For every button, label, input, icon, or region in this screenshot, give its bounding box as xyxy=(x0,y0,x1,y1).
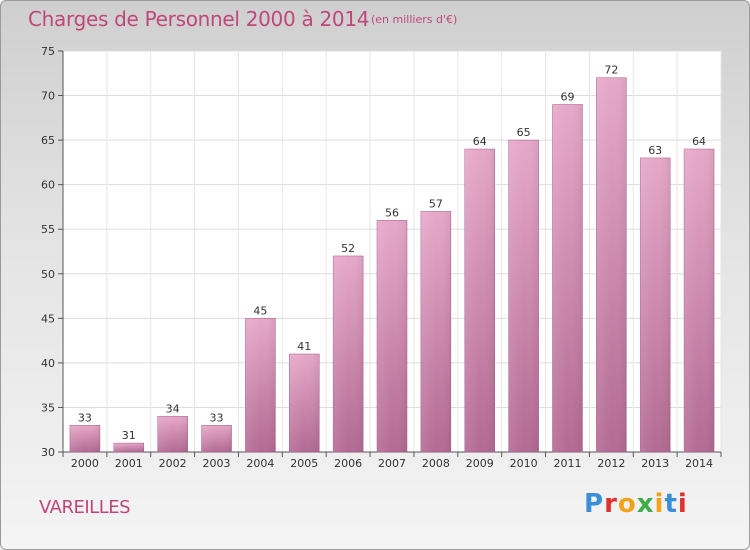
x-tick-label: 2011 xyxy=(553,457,581,470)
bar-value-label: 65 xyxy=(517,126,531,139)
logo-letter: o xyxy=(617,489,637,519)
bar-shading xyxy=(201,425,232,452)
bar-shading xyxy=(596,77,627,452)
bar-shading xyxy=(69,425,100,452)
proxiti-logo: Proxiti xyxy=(584,489,688,519)
y-tick-label: 65 xyxy=(41,134,55,147)
bar-value-label: 63 xyxy=(648,144,662,157)
x-tick-label: 2014 xyxy=(685,457,713,470)
y-tick-label: 70 xyxy=(41,90,55,103)
y-tick-label: 55 xyxy=(41,223,55,236)
bar-value-label: 64 xyxy=(692,135,706,148)
chart-subtitle: (en milliers d'€) xyxy=(371,13,458,26)
logo-letter: i xyxy=(654,489,665,519)
x-tick-label: 2004 xyxy=(246,457,274,470)
y-tick-label: 75 xyxy=(41,45,55,58)
bar-value-label: 57 xyxy=(429,197,443,210)
x-tick-label: 2008 xyxy=(422,457,450,470)
y-tick-label: 60 xyxy=(41,179,55,192)
x-tick-label: 2001 xyxy=(115,457,143,470)
logo-letter: i xyxy=(677,489,688,519)
bar-shading xyxy=(640,157,671,452)
bar-value-label: 33 xyxy=(78,411,92,424)
y-tick-label: 50 xyxy=(41,268,55,281)
x-tick-label: 2003 xyxy=(203,457,231,470)
bar-shading xyxy=(245,318,276,452)
y-tick-label: 45 xyxy=(41,312,55,325)
bar-shading xyxy=(377,220,407,452)
bar-value-label: 52 xyxy=(341,242,355,255)
chart-title: Charges de Personnel 2000 à 2014 xyxy=(28,7,370,31)
x-tick-label: 2007 xyxy=(378,457,406,470)
y-tick-labels: 30 35 40 45 50 55 60 65 70 75 xyxy=(41,45,55,459)
bars xyxy=(69,77,715,453)
y-tick-label: 30 xyxy=(41,446,55,459)
data-labels: 33 31 34 33 45 41 52 56 57 64 65 69 72 63 64 xyxy=(78,64,706,442)
commune-name: VAREILLES xyxy=(39,497,131,518)
logo-letter: r xyxy=(604,489,618,519)
y-tick-label: 40 xyxy=(41,357,55,370)
bar-value-label: 34 xyxy=(166,402,180,415)
bar-value-label: 41 xyxy=(297,340,311,353)
bar-shading xyxy=(420,211,451,452)
x-tick-label: 2013 xyxy=(641,457,669,470)
x-tick-label: 2009 xyxy=(466,457,494,470)
x-tick-label: 2010 xyxy=(510,457,538,470)
bar-shading xyxy=(289,353,320,452)
bar-shading xyxy=(113,443,144,452)
bar-shading xyxy=(464,149,495,452)
logo-letter: x xyxy=(636,489,655,519)
bar-value-label: 45 xyxy=(253,304,267,317)
x-tick-label: 2006 xyxy=(334,457,362,470)
bar-shading xyxy=(333,255,364,452)
x-tick-labels: 2000 2001 2002 2003 2004 2005 2006 2007 2008 2009… xyxy=(71,457,713,470)
x-tick-label: 2005 xyxy=(290,457,318,470)
bar-value-label: 31 xyxy=(122,429,136,442)
logo-letter: t xyxy=(664,489,678,519)
bar-shading xyxy=(552,104,583,452)
y-tick-label: 35 xyxy=(41,401,55,414)
x-tick-label: 2000 xyxy=(71,457,99,470)
bar-shading xyxy=(508,140,539,452)
bar-value-label: 72 xyxy=(604,64,618,77)
bar-shading xyxy=(157,416,188,452)
bar-shading xyxy=(684,149,715,452)
x-tick-label: 2002 xyxy=(159,457,187,470)
x-tick-label: 2012 xyxy=(597,457,625,470)
logo-letter: P xyxy=(584,489,605,519)
bar-value-label: 33 xyxy=(210,411,224,424)
bar-value-label: 56 xyxy=(385,206,399,219)
bar-value-label: 69 xyxy=(560,90,574,103)
bar-value-label: 64 xyxy=(473,135,487,148)
